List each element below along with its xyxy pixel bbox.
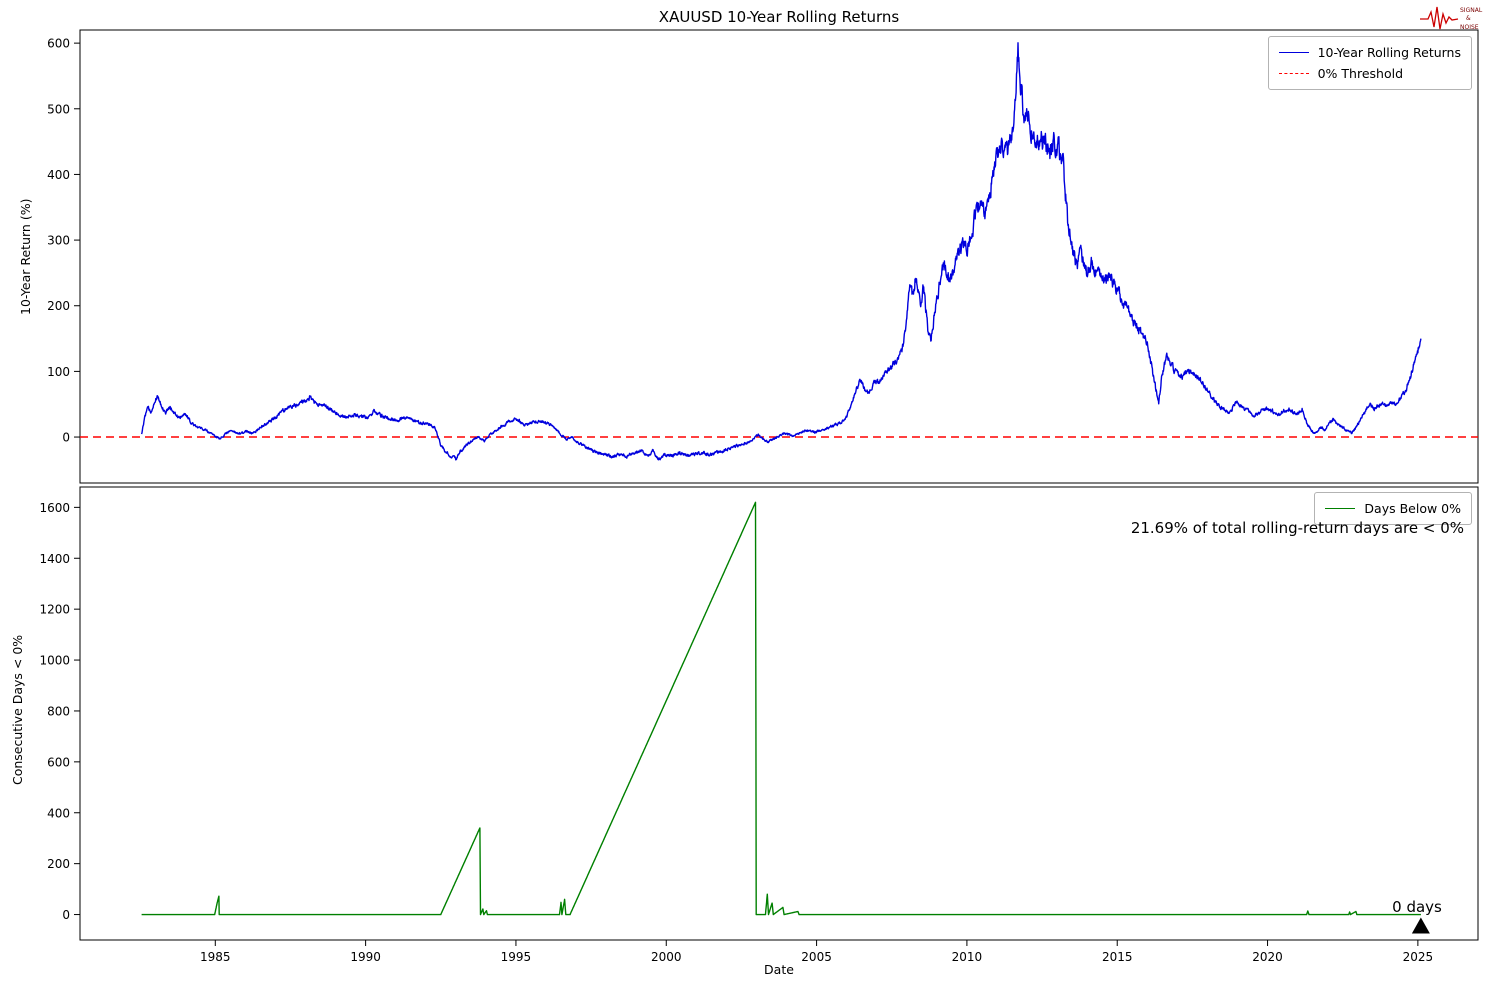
legend-rolling-returns: 10-Year Rolling Returns 0% Threshold (1267, 36, 1472, 90)
legend-item-days-below: Days Below 0% (1325, 498, 1461, 519)
series-days-below-0 (141, 501, 1422, 916)
red-dashed-line-sample-icon (1278, 73, 1309, 74)
y-tick-label: 0 (62, 908, 70, 922)
legend-label: 10-Year Rolling Returns (1317, 45, 1461, 60)
logo-text-line2: & (1466, 15, 1471, 22)
x-tick-label: 2000 (651, 950, 682, 964)
legend-days-below: Days Below 0% (1314, 492, 1472, 525)
logo-text-line3: NOISE (1460, 24, 1479, 31)
legend-label: Days Below 0% (1364, 501, 1461, 516)
plot-frame-rolling-returns (79, 29, 1479, 484)
y-tick-label: 0 (62, 431, 70, 445)
y-tick-label: 600 (47, 755, 70, 769)
y-tick-label: 1000 (39, 654, 70, 668)
x-tick-label: 1990 (350, 950, 381, 964)
x-tick-label: 1985 (200, 950, 231, 964)
legend-label: 0% Threshold (1317, 66, 1404, 81)
y-tick-label: 400 (47, 806, 70, 820)
x-tick-label: 1995 (501, 950, 532, 964)
logo-text-line1: SIGNAL (1460, 7, 1483, 14)
y-tick-label: 500 (47, 102, 70, 116)
y-tick-label: 200 (47, 299, 70, 313)
y-tick-label: 200 (47, 857, 70, 871)
y-tick-label: 1200 (39, 603, 70, 617)
y-tick-label: 400 (47, 168, 70, 182)
series-10-year-rolling-returns (140, 42, 1422, 461)
y-tick-label: 800 (47, 704, 70, 718)
waveform-icon (1420, 6, 1459, 30)
y-tick-label: 600 (47, 37, 70, 51)
y-tick-label: 1400 (39, 552, 70, 566)
x-tick-label: 2005 (801, 950, 832, 964)
y-tick-label: 300 (47, 234, 70, 248)
x-tick-label: 2015 (1102, 950, 1133, 964)
end-days-label: 0 days (1392, 898, 1442, 916)
y-axis-label-returns: 10-Year Return (%) (18, 198, 33, 315)
x-tick-label: 2025 (1403, 950, 1434, 964)
blue-line-sample-icon (1278, 52, 1309, 53)
end-marker-triangle (1411, 917, 1430, 934)
legend-item-rolling-returns: 10-Year Rolling Returns (1278, 42, 1461, 63)
x-tick-label: 2020 (1252, 950, 1283, 964)
green-line-sample-icon (1325, 508, 1356, 509)
y-tick-label: 100 (47, 365, 70, 379)
plot-frame-days-below-zero (79, 486, 1479, 941)
x-tick-label: 2010 (952, 950, 983, 964)
legend-item-threshold: 0% Threshold (1278, 63, 1461, 84)
y-axis-label-days: Consecutive Days < 0% (10, 634, 25, 785)
y-tick-label: 1600 (39, 501, 70, 515)
signal-noise-logo: SIGNAL & NOISE (1420, 6, 1483, 31)
percent-days-annotation: 21.69% of total rolling-return days are … (1130, 519, 1464, 537)
x-axis-label: Date (764, 962, 794, 977)
chart-title: XAUUSD 10-Year Rolling Returns (658, 8, 900, 26)
